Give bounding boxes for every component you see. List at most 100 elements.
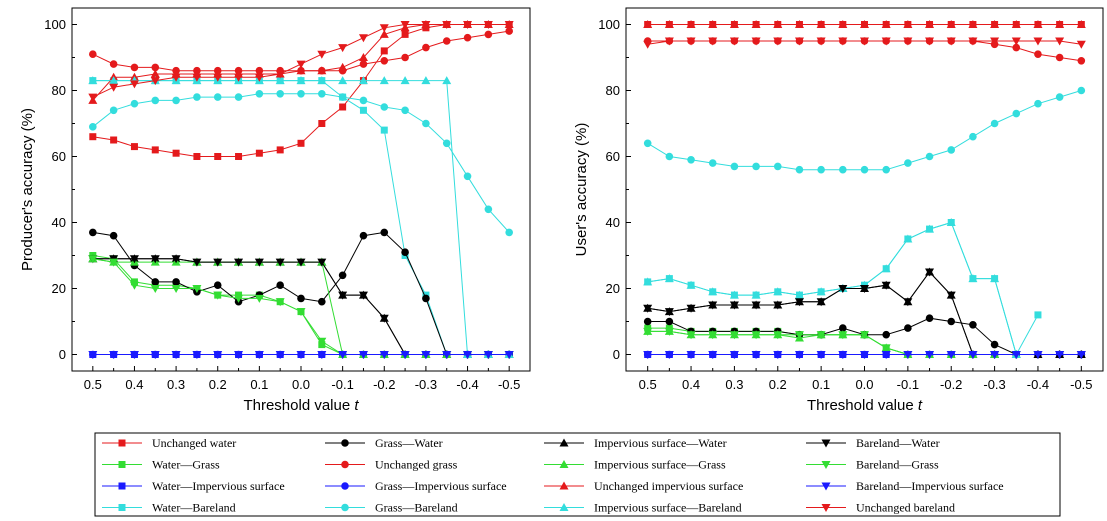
data-point xyxy=(213,93,222,101)
x-axis-label: Threshold value t xyxy=(243,397,359,414)
data-point xyxy=(379,351,389,359)
legend-label: Water—Bareland xyxy=(152,501,236,515)
x-tick-label: 0.5 xyxy=(639,377,657,392)
data-point xyxy=(708,20,718,28)
x-tick-label: 0.1 xyxy=(812,377,830,392)
data-point xyxy=(317,351,327,359)
data-point xyxy=(816,287,826,296)
data-point xyxy=(664,308,674,317)
data-point xyxy=(172,278,180,286)
data-point xyxy=(990,274,1000,283)
data-point xyxy=(401,53,409,62)
legend-marker xyxy=(341,482,349,490)
data-point xyxy=(794,20,804,28)
legend-marker xyxy=(821,461,831,469)
y-tick-label: 80 xyxy=(606,83,620,98)
data-point xyxy=(483,351,493,359)
data-point xyxy=(296,76,306,85)
x-tick-label: -0.3 xyxy=(983,377,1005,392)
data-point xyxy=(664,327,674,336)
series-ub xyxy=(643,37,1086,49)
data-point xyxy=(151,63,160,72)
data-point xyxy=(946,37,956,46)
data-point xyxy=(89,50,97,58)
legend-label: Unchanged grass xyxy=(375,458,458,472)
x-tick-label: 0.4 xyxy=(682,377,700,392)
data-point xyxy=(838,351,848,359)
data-point xyxy=(1077,57,1086,65)
data-point xyxy=(109,60,118,68)
data-point xyxy=(401,248,409,256)
data-point xyxy=(751,331,761,340)
data-point xyxy=(643,277,653,286)
data-point xyxy=(664,274,674,283)
data-point xyxy=(234,258,244,267)
data-point xyxy=(794,290,804,299)
data-point xyxy=(338,44,348,53)
y-tick-label: 60 xyxy=(606,149,620,164)
data-point xyxy=(129,281,139,290)
data-point xyxy=(882,165,890,174)
legend-label: Water—Grass xyxy=(152,458,220,472)
data-point xyxy=(838,37,848,46)
data-point xyxy=(421,76,431,85)
data-point xyxy=(151,96,160,105)
data-point xyxy=(276,146,284,154)
data-point xyxy=(816,20,826,28)
data-point xyxy=(794,351,804,359)
data-point xyxy=(505,228,513,237)
data-point xyxy=(151,146,159,154)
data-point xyxy=(816,37,826,46)
data-point xyxy=(130,63,139,72)
data-point xyxy=(110,136,118,144)
data-point xyxy=(773,20,783,28)
data-point xyxy=(1012,109,1021,118)
data-point xyxy=(151,278,160,286)
data-point xyxy=(359,231,368,240)
data-point xyxy=(88,351,98,359)
data-point xyxy=(109,351,119,359)
data-point xyxy=(359,96,368,105)
data-point xyxy=(338,93,347,101)
data-point xyxy=(234,294,244,303)
legend-label: Grass—Impervious surface xyxy=(375,479,507,493)
data-point xyxy=(338,271,347,280)
legend-item: Unchanged grass xyxy=(325,458,458,472)
legend-label: Impervious surface—Grass xyxy=(594,458,726,472)
data-point xyxy=(89,123,97,131)
data-point xyxy=(947,146,956,154)
data-point xyxy=(339,103,347,111)
data-point xyxy=(88,93,98,102)
legend-label: Unchanged bareland xyxy=(856,501,955,515)
data-point xyxy=(1076,40,1086,49)
data-point xyxy=(318,297,326,306)
data-point xyxy=(751,37,761,46)
data-point xyxy=(1055,20,1065,28)
data-point xyxy=(296,66,306,75)
data-point xyxy=(89,133,97,141)
data-point xyxy=(643,20,653,28)
data-point xyxy=(400,21,410,29)
x-tick-label: -0.2 xyxy=(940,377,962,392)
legend-item: Bareland—Impervious surface xyxy=(806,479,1004,493)
data-point xyxy=(968,37,978,46)
data-point xyxy=(860,165,869,174)
series-line xyxy=(92,258,510,355)
legend-label: Unchanged impervious surface xyxy=(594,479,743,493)
data-point xyxy=(172,149,180,157)
data-point xyxy=(729,331,739,340)
series-wg xyxy=(89,252,513,358)
legend-marker xyxy=(559,503,569,511)
data-point xyxy=(171,73,181,82)
data-point xyxy=(729,351,739,359)
legend-label: Bareland—Water xyxy=(856,436,940,450)
series-line xyxy=(647,330,1017,355)
data-point xyxy=(860,20,869,28)
legend-item: Water—Grass xyxy=(102,458,220,472)
data-point xyxy=(1011,20,1021,28)
data-point xyxy=(881,20,891,28)
x-tick-label: -0.1 xyxy=(331,377,353,392)
data-point xyxy=(643,40,653,49)
series-bg xyxy=(88,255,514,359)
series-line xyxy=(92,258,510,355)
